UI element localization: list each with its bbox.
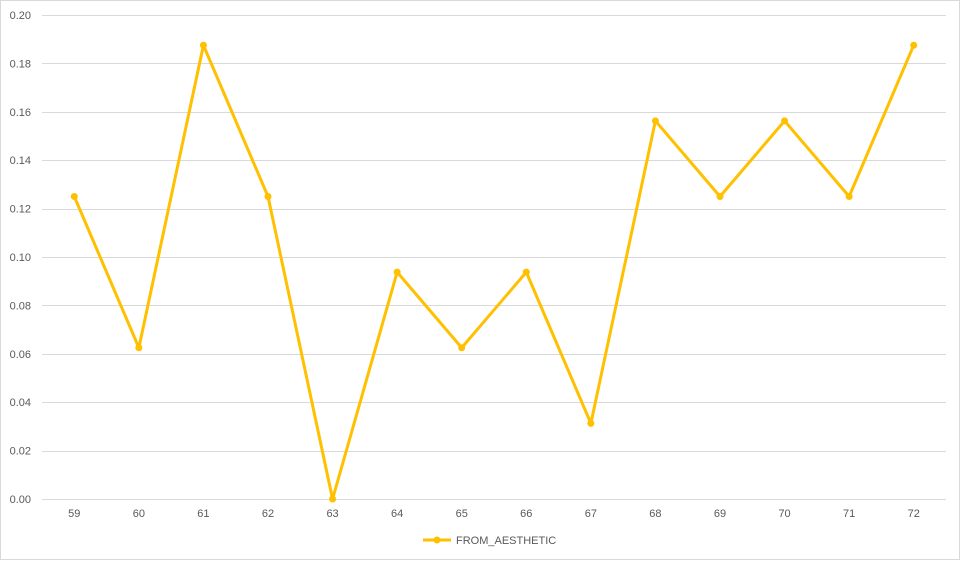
- x-tick-label: 64: [391, 508, 403, 520]
- x-tick-label: 59: [68, 508, 80, 520]
- data-point: [781, 117, 789, 125]
- x-tick-label: 71: [843, 508, 855, 520]
- x-axis-tick-labels: 59 60 61 62 63 64 65 66 67 68 69 70 71 72: [68, 508, 920, 520]
- x-tick-label: 65: [456, 508, 468, 520]
- y-tick-label: 0.02: [10, 446, 31, 458]
- data-point: [910, 41, 918, 49]
- y-tick-label: 0.04: [10, 397, 31, 409]
- data-point: [716, 193, 724, 200]
- x-tick-label: 72: [908, 508, 920, 520]
- x-tick-label: 70: [778, 508, 790, 520]
- series-line: [72, 43, 916, 501]
- data-point: [199, 41, 207, 49]
- legend-label: FROM_AESTHETIC: [456, 535, 556, 547]
- data-point: [651, 117, 659, 125]
- x-tick-label: 61: [197, 508, 209, 520]
- data-point: [845, 193, 853, 200]
- y-tick-label: 0.20: [10, 10, 31, 22]
- y-tick-label: 0.06: [10, 349, 31, 361]
- x-tick-label: 67: [585, 508, 597, 520]
- x-tick-label: 66: [520, 508, 532, 520]
- x-tick-label: 68: [649, 508, 661, 520]
- y-tick-label: 0.14: [10, 155, 31, 167]
- data-point: [135, 344, 143, 352]
- data-point: [393, 268, 401, 276]
- series-group: [70, 41, 918, 503]
- x-tick-label: 69: [714, 508, 726, 520]
- y-tick-label: 0.18: [10, 58, 31, 70]
- legend-point-marker: [433, 536, 441, 544]
- x-tick-label: 62: [262, 508, 274, 520]
- gridlines: [42, 15, 946, 500]
- data-point: [329, 495, 337, 503]
- data-point: [264, 193, 272, 200]
- legend: FROM_AESTHETIC: [423, 535, 556, 547]
- data-point: [458, 344, 466, 352]
- x-tick-label: 63: [326, 508, 338, 520]
- y-tick-label: 0.08: [10, 300, 31, 312]
- data-point: [70, 193, 78, 200]
- data-point: [522, 268, 530, 276]
- y-tick-label: 0.00: [10, 494, 31, 506]
- y-tick-label: 0.10: [10, 252, 31, 264]
- x-tick-label: 60: [133, 508, 145, 520]
- data-point: [587, 419, 595, 427]
- y-tick-label: 0.12: [10, 204, 31, 216]
- y-axis-tick-labels: 0.00 0.02 0.04 0.06 0.08 0.10 0.12 0.14 0.16 0.18…: [10, 10, 31, 506]
- y-tick-label: 0.16: [10, 107, 31, 119]
